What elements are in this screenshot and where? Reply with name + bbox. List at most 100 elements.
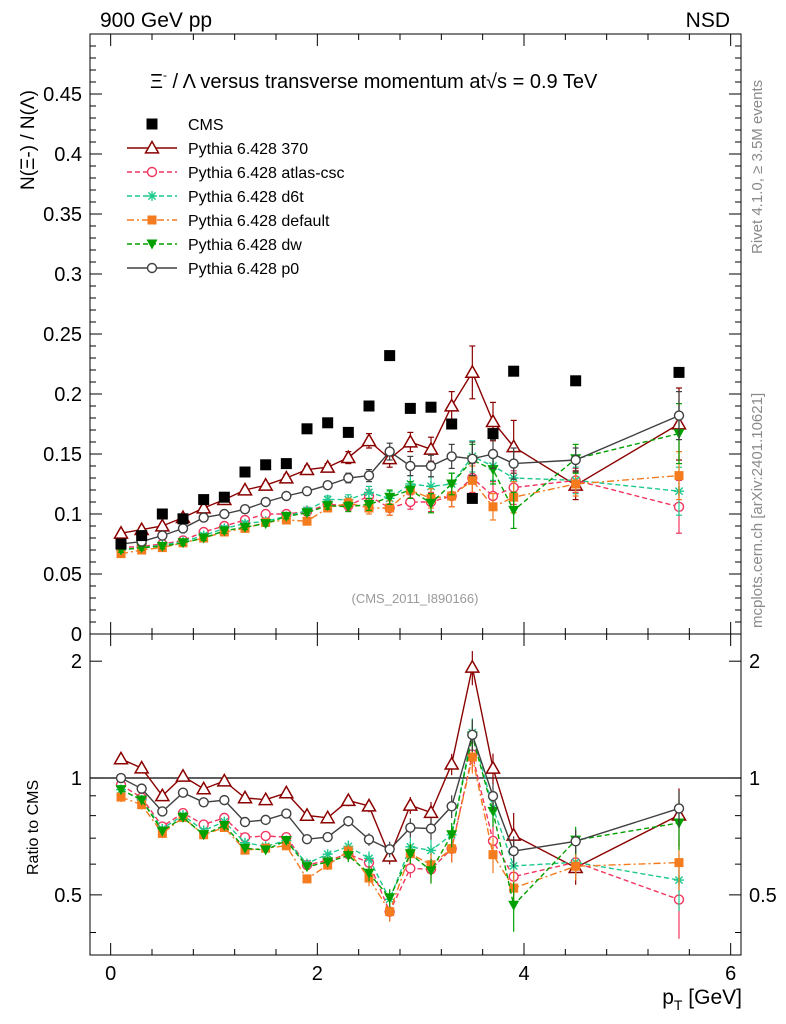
x-axis-label: pT [GeV] bbox=[662, 986, 742, 1013]
series-4-point bbox=[301, 508, 313, 519]
series-3-ratio-point bbox=[447, 844, 457, 854]
series-0-point bbox=[464, 364, 481, 379]
series-4-point bbox=[487, 465, 499, 476]
legend-label: CMS bbox=[188, 117, 224, 134]
series-5-point bbox=[260, 496, 271, 508]
cms-data-point bbox=[218, 491, 230, 503]
series-4-line bbox=[120, 432, 680, 551]
series-4-point bbox=[404, 485, 416, 496]
analysis-watermark: (CMS_2011_I890166) bbox=[352, 591, 479, 606]
series-4-point bbox=[260, 519, 272, 530]
series-3-point bbox=[571, 479, 581, 489]
series-3-point bbox=[488, 502, 498, 512]
series-4-ratio-point bbox=[446, 830, 458, 841]
cms-data-point bbox=[384, 350, 396, 362]
header-right: NSD bbox=[686, 9, 730, 32]
series-5-point bbox=[363, 470, 375, 481]
series-3-point bbox=[385, 503, 395, 513]
cms-data-point bbox=[239, 466, 251, 478]
series-4-ratio-point bbox=[115, 785, 127, 796]
y-tick-label: 0 bbox=[71, 624, 82, 646]
series-5-point bbox=[322, 480, 333, 491]
series-0-ratio-point bbox=[175, 768, 191, 782]
series-4-ratio-point bbox=[487, 806, 499, 817]
series-1-line bbox=[120, 477, 680, 549]
series-0-point bbox=[361, 432, 377, 447]
series-5-point bbox=[487, 448, 499, 460]
series-5-ratio-line bbox=[120, 732, 680, 852]
y-tick-label: 0.35 bbox=[43, 204, 82, 226]
series-5-point bbox=[446, 451, 457, 462]
legend-label: Pythia 6.428 atlas-csc bbox=[188, 165, 345, 182]
cms-data-point bbox=[177, 513, 189, 525]
legend-marker bbox=[146, 262, 158, 274]
series-5-ratio-point bbox=[239, 816, 251, 828]
cms-data-point bbox=[570, 375, 582, 387]
series-3-point bbox=[467, 475, 477, 485]
series-0-ratio-point bbox=[237, 789, 253, 804]
cms-data-point bbox=[446, 418, 458, 430]
plot-title: Ξ- / Λ versus transverse momentum at√s =… bbox=[150, 68, 598, 93]
series-4-ratio-point bbox=[301, 862, 313, 873]
series-4-ratio-point bbox=[198, 830, 210, 841]
series-5-ratio-point bbox=[343, 816, 354, 827]
series-4-ratio-point bbox=[280, 836, 292, 847]
series-5-point bbox=[157, 530, 168, 541]
series-0-ratio-point bbox=[423, 804, 439, 819]
series-5-ratio-point bbox=[157, 806, 168, 817]
cms-data-point bbox=[115, 538, 127, 550]
y-axis-label: N(Ξ-) / N(Λ) bbox=[18, 90, 39, 190]
series-4-point bbox=[198, 533, 210, 544]
ratio-tick-label-right: 1 bbox=[749, 768, 760, 790]
series-5-ratio-point bbox=[322, 831, 333, 843]
series-5-point bbox=[198, 512, 209, 523]
series-0-point bbox=[423, 441, 439, 455]
series-3-ratio-point bbox=[467, 752, 477, 762]
series-5-ratio-point bbox=[136, 783, 147, 794]
series-5-point bbox=[384, 446, 395, 457]
x-tick-label: 4 bbox=[518, 963, 529, 985]
series-5-point bbox=[467, 453, 478, 464]
series-4-ratio-point bbox=[508, 900, 520, 911]
series-0-ratio-point bbox=[485, 760, 501, 774]
x-tick-label: 6 bbox=[725, 963, 736, 985]
series-4-ratio-line bbox=[120, 735, 680, 907]
ratio-frame bbox=[89, 633, 742, 956]
series-5-ratio-point bbox=[673, 803, 685, 814]
series-5-point bbox=[219, 508, 230, 520]
series-4-point bbox=[218, 526, 230, 537]
series-5-point bbox=[508, 458, 519, 469]
legend-cms-marker bbox=[146, 118, 158, 130]
series-5-ratio-point bbox=[260, 814, 271, 826]
series-2-ratio-line bbox=[120, 732, 680, 902]
series-0-ratio-point bbox=[361, 797, 377, 812]
y-tick-label: 0.2 bbox=[54, 384, 82, 406]
cms-data-point bbox=[260, 459, 272, 471]
series-0-point bbox=[319, 459, 336, 473]
series-3-line bbox=[120, 474, 680, 555]
ratio-tick-label: 1 bbox=[71, 768, 82, 790]
series-4-point bbox=[446, 479, 458, 490]
series-4-ratio-point bbox=[342, 851, 354, 862]
series-5-ratio-point bbox=[570, 836, 581, 847]
series-4-point bbox=[239, 522, 251, 533]
legend-label: Pythia 6.428 d6t bbox=[188, 189, 304, 206]
cms-data-point bbox=[301, 423, 313, 435]
series-0-point bbox=[443, 397, 460, 412]
mcplots-label: mcplots.cern.ch [arXiv:2401.10621] bbox=[749, 393, 766, 628]
series-5-point bbox=[343, 472, 354, 484]
series-5-point bbox=[570, 454, 581, 466]
series-3-point bbox=[674, 471, 684, 481]
series-0-ratio-point bbox=[195, 780, 212, 795]
series-3-point bbox=[302, 516, 312, 526]
series-0-point bbox=[340, 449, 357, 464]
series-0-point bbox=[278, 469, 295, 484]
series-4-ratio-point bbox=[156, 826, 168, 837]
cms-data-point bbox=[363, 400, 375, 412]
series-4-point bbox=[177, 538, 189, 549]
series-4-ratio-point bbox=[363, 868, 375, 879]
legend-marker bbox=[147, 191, 157, 201]
series-0-point bbox=[257, 477, 274, 491]
cms-data-point bbox=[404, 402, 416, 414]
y-tick-label: 0.3 bbox=[54, 264, 82, 286]
